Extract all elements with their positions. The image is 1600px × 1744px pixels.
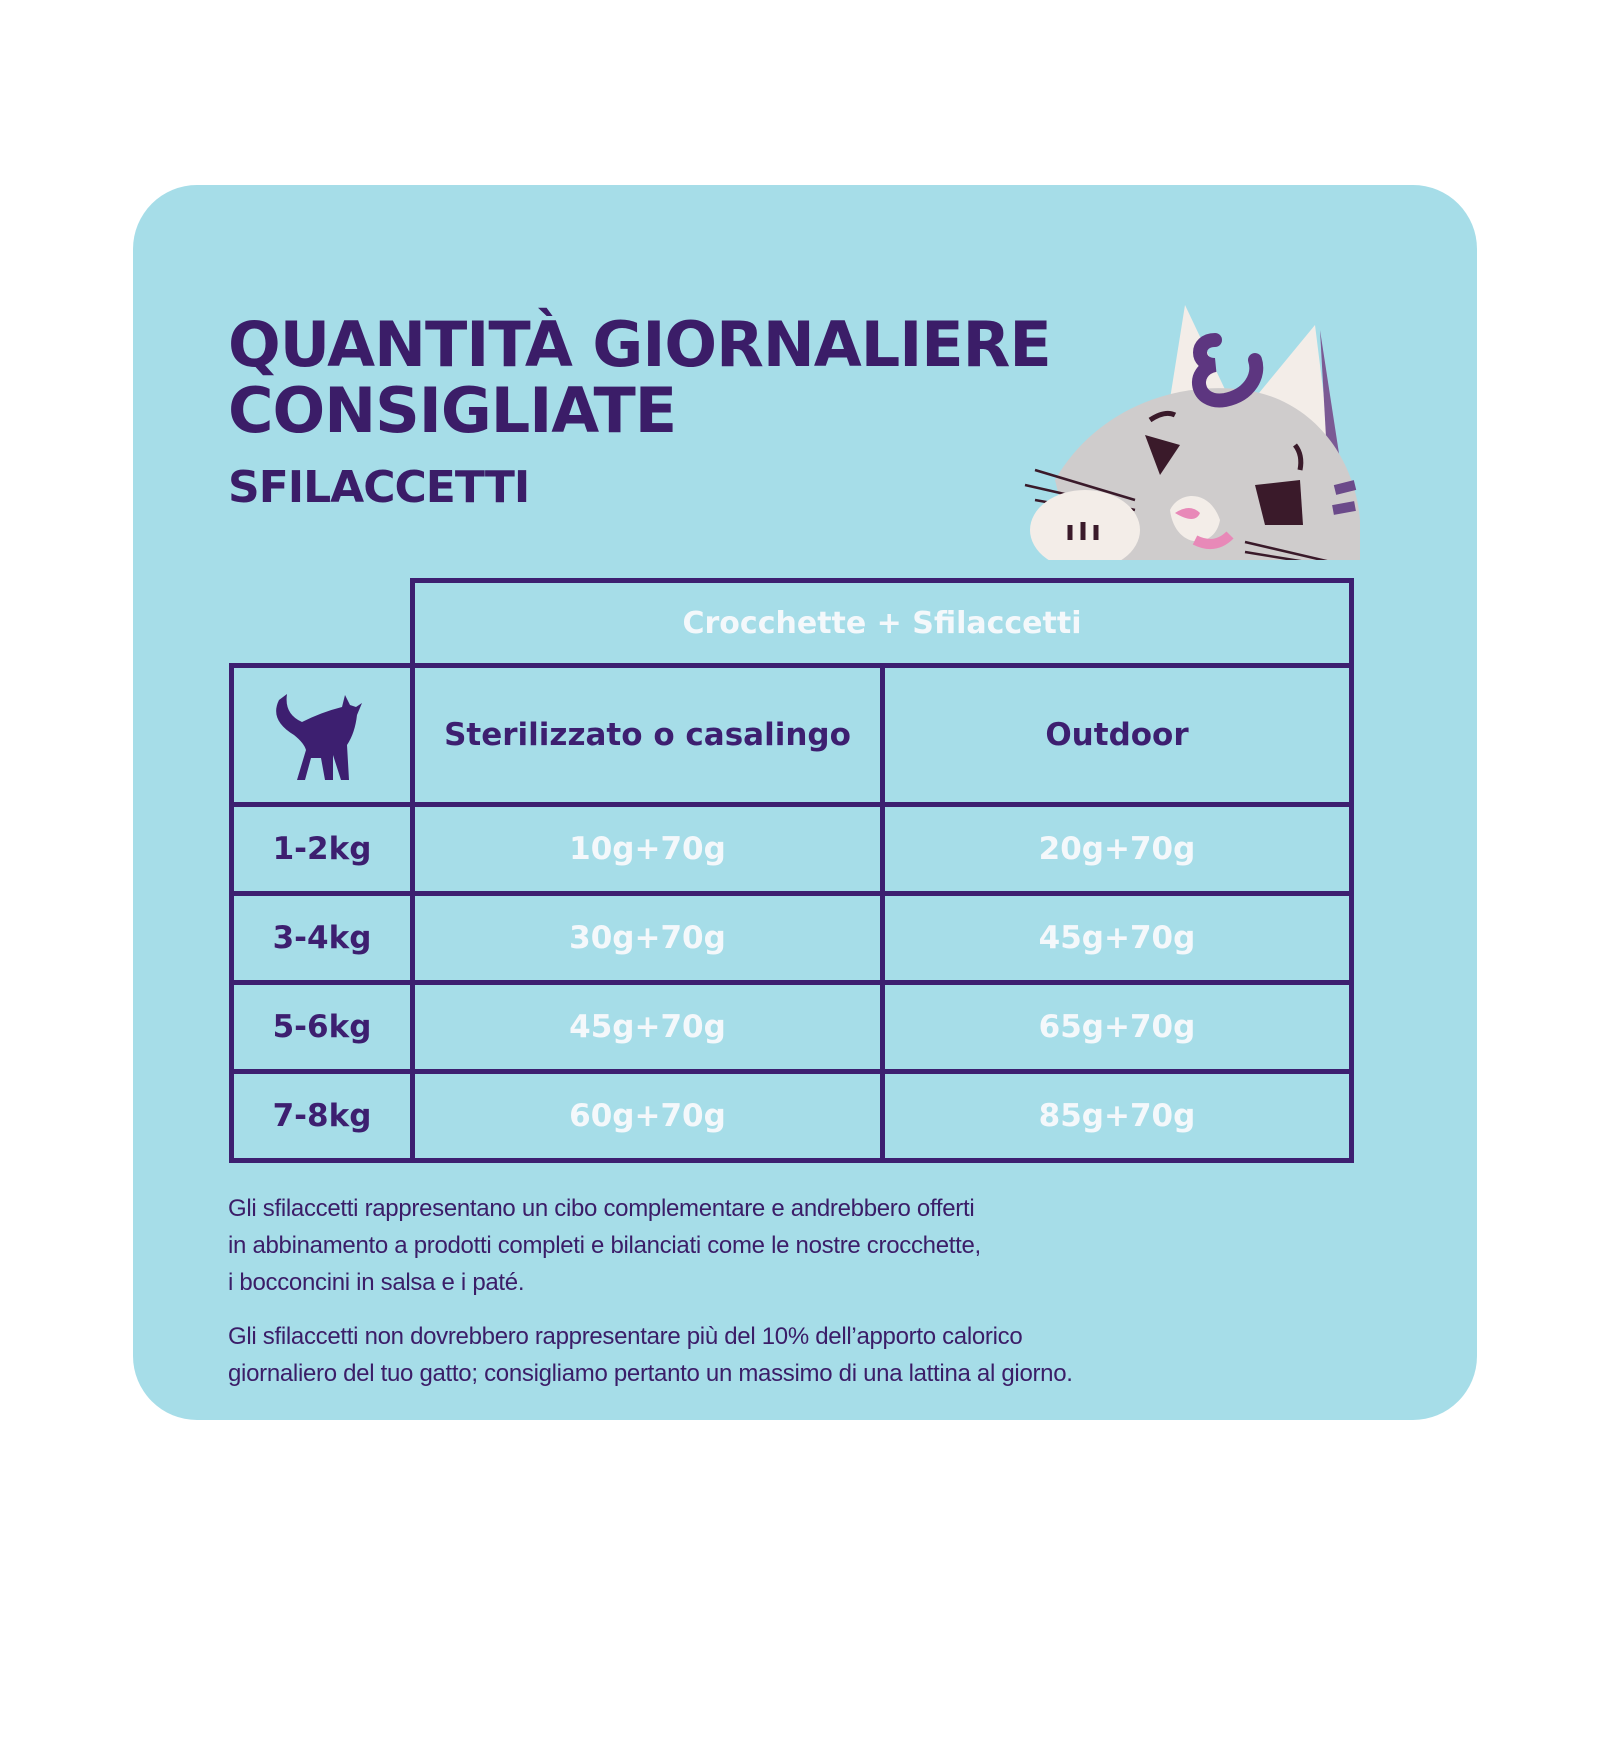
note-paragraph-2: Gli sfilaccetti non dovrebbero rappresen… (228, 1318, 1073, 1392)
weight-header-cell (229, 663, 415, 807)
note-line: Gli sfilaccetti rappresentano un cibo co… (228, 1195, 975, 1222)
column-header-outdoor: Outdoor (880, 663, 1354, 807)
page-title: QUANTITÀ GIORNALIERE CONSIGLIATE (228, 312, 1052, 447)
note-line: Gli sfilaccetti non dovrebbero rappresen… (228, 1323, 1023, 1350)
weight-cell: 3-4kg (229, 891, 415, 985)
weight-cell: 1-2kg (229, 802, 415, 896)
group-header-cell: Crocchette + Sfilaccetti (410, 578, 1354, 668)
cat-silhouette-icon (276, 694, 362, 780)
note-line: in abbinamento a prodotti completi e bil… (228, 1232, 981, 1259)
value-cell: 60g+70g (410, 1069, 885, 1163)
weight-cell: 7-8kg (229, 1069, 415, 1163)
value-cell: 10g+70g (410, 802, 885, 896)
value-cell: 30g+70g (410, 891, 885, 985)
value-cell: 20g+70g (880, 802, 1354, 896)
value-cell: 65g+70g (880, 980, 1354, 1074)
note-line: giornaliero del tuo gatto; consigliamo p… (228, 1360, 1073, 1387)
title-line-1: QUANTITÀ GIORNALIERE (228, 308, 1052, 381)
value-cell: 45g+70g (880, 891, 1354, 985)
title-line-2: CONSIGLIATE (228, 374, 677, 447)
product-subtitle: SFILACCETTI (228, 462, 530, 513)
value-cell: 45g+70g (410, 980, 885, 1074)
note-paragraph-1: Gli sfilaccetti rappresentano un cibo co… (228, 1190, 981, 1301)
value-cell: 85g+70g (880, 1069, 1354, 1163)
weight-cell: 5-6kg (229, 980, 415, 1074)
note-line: i bocconcini in salsa e i paté. (228, 1269, 525, 1296)
cat-mascot-icon (1024, 305, 1360, 560)
column-header-sterilized: Sterilizzato o casalingo (410, 663, 885, 807)
